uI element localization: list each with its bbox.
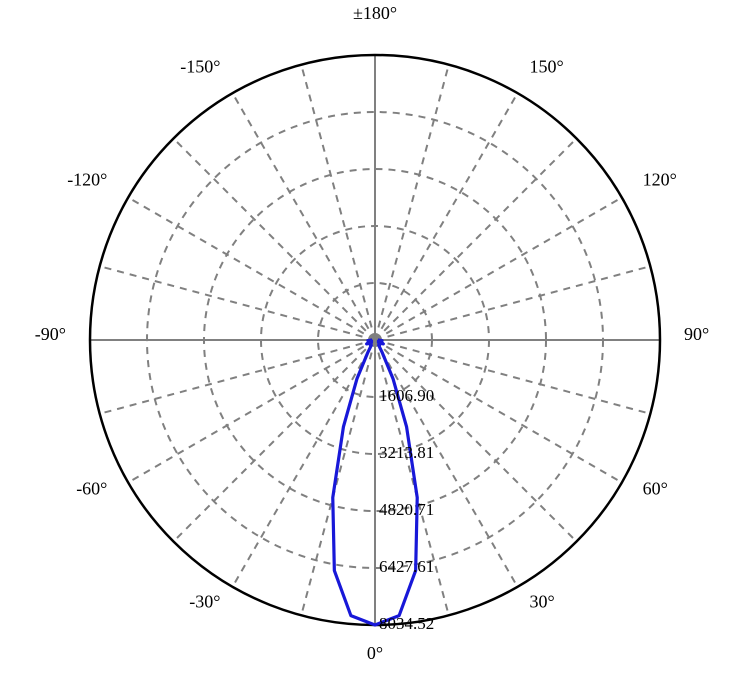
angle-tick-label: -150° <box>180 56 220 76</box>
polar-chart: ±180° -150° -120° -90° -60° -30° 0° 30° 60° 90° 12… <box>0 0 748 683</box>
radial-tick-label: 3213.81 <box>379 443 434 462</box>
angle-tick-label: 60° <box>643 479 668 499</box>
angle-tick-label: 0° <box>367 643 383 663</box>
angle-tick-label: ±180° <box>353 3 397 23</box>
radial-tick-label: 6427.61 <box>379 557 434 576</box>
radial-tick-label: 4820.71 <box>379 500 434 519</box>
angle-tick-label: 150° <box>530 56 564 76</box>
angle-tick-label: 120° <box>643 170 677 190</box>
angle-tick-label: 30° <box>530 592 555 612</box>
radial-tick-label: 1606.90 <box>379 386 434 405</box>
radial-tick-label: 8034.52 <box>379 614 434 633</box>
angle-tick-label: -90° <box>35 324 66 344</box>
angle-tick-label: -120° <box>67 170 107 190</box>
angle-tick-label: -60° <box>76 479 107 499</box>
angle-tick-label: 90° <box>684 324 709 344</box>
angle-tick-label: -30° <box>189 592 220 612</box>
